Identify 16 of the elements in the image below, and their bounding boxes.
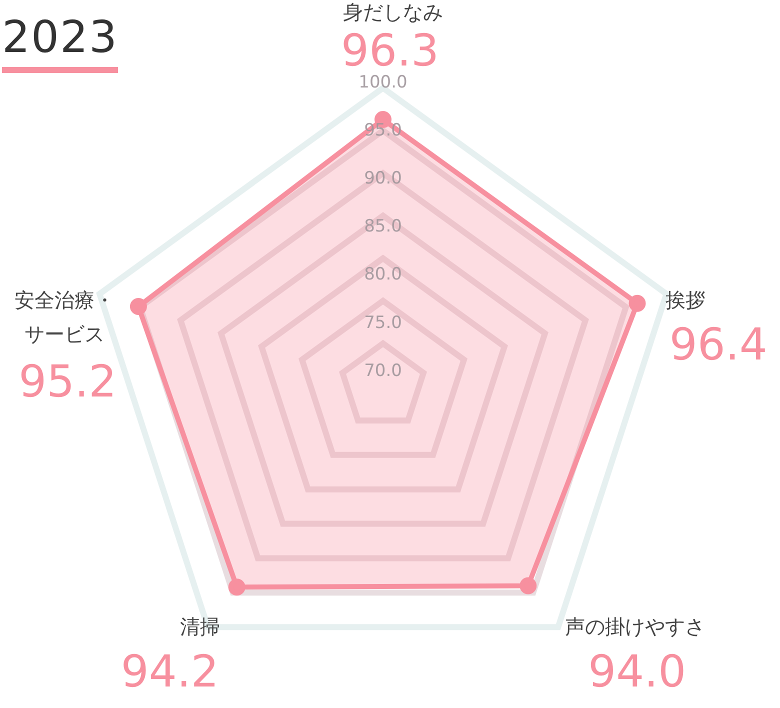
data-label: 96.4	[669, 319, 768, 370]
spoke-label: 挨拶	[665, 288, 706, 312]
data-label: 95.2	[18, 356, 117, 408]
y-tick-label: 95.0	[364, 120, 402, 140]
y-tick-label: 70.0	[364, 360, 402, 381]
y-tick-label: 85.0	[364, 216, 402, 237]
spoke-label: 清掃	[180, 614, 220, 638]
y-tick-label: 75.0	[364, 312, 402, 333]
data-label: 94.2	[120, 646, 219, 698]
spoke-label: 声の掛けやすさ	[565, 614, 706, 638]
y-tick-label: 90.0	[364, 168, 402, 189]
chart-title: 2023	[2, 12, 118, 73]
y-tick-label: 80.0	[364, 264, 402, 285]
spoke-label: 安全治療・サービス	[14, 288, 115, 346]
data-label: 94.0	[588, 646, 686, 698]
spoke-label: 身だしなみ	[343, 0, 443, 24]
